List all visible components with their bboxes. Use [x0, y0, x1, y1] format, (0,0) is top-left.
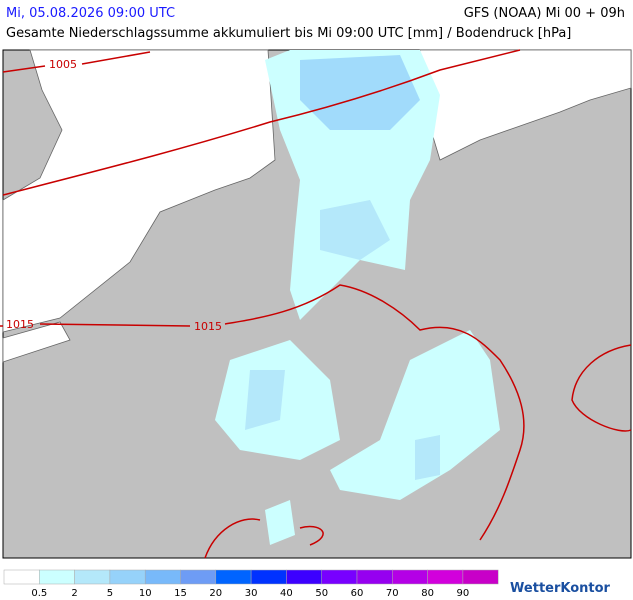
precip-heavy — [300, 55, 420, 130]
precip-west-mid — [245, 370, 285, 430]
legend-label: 15 — [174, 588, 187, 599]
legend-swatch — [39, 569, 75, 585]
model-run: GFS (NOAA) Mi 00 + 09h — [463, 6, 625, 21]
legend-label: 2 — [71, 588, 77, 599]
legend-swatch — [109, 569, 146, 585]
legend-label: 50 — [315, 588, 328, 599]
legend-label: 60 — [351, 588, 364, 599]
precip-east — [330, 330, 500, 500]
isobar-label: 1015 — [194, 320, 222, 333]
isobar — [0, 284, 525, 541]
isobar-label: 1005 — [49, 58, 77, 71]
precip-mid — [320, 200, 390, 260]
legend-label: 90 — [457, 588, 470, 599]
isobar — [571, 344, 632, 432]
legend-label: 40 — [280, 588, 293, 599]
precip-east-mid — [415, 435, 440, 480]
legend-label: 10 — [139, 588, 152, 599]
legend-swatch — [462, 569, 499, 585]
legend-label: 5 — [107, 588, 113, 599]
legend-swatch — [180, 569, 217, 585]
legend-swatch — [392, 569, 428, 585]
legend-swatch — [144, 569, 181, 585]
legend-label: 0.5 — [31, 588, 47, 599]
precip-alps — [265, 500, 295, 545]
legend-swatch — [286, 569, 322, 585]
legend-swatch — [250, 569, 287, 585]
legend-label: 70 — [386, 588, 399, 599]
isobars — [0, 49, 632, 559]
legend-swatch — [215, 569, 252, 585]
logo: WetterKontor — [510, 581, 611, 596]
legend-label: 30 — [245, 588, 258, 599]
isobar — [2, 49, 521, 196]
legend-swatch — [427, 569, 464, 585]
channel — [2, 321, 71, 363]
legend-swatch — [356, 569, 393, 585]
subtitle: Gesamte Niederschlagssumme akkumuliert b… — [6, 26, 572, 41]
legend-swatch — [321, 569, 358, 585]
legend-label: 20 — [209, 588, 222, 599]
isobar — [2, 51, 151, 73]
isobar — [204, 518, 324, 559]
legend-swatch — [74, 569, 111, 585]
legend: 0.5 2 5 10 15 20 30 40 50 60 70 80 90 — [3, 569, 499, 599]
legend-label: 80 — [421, 588, 434, 599]
north-sea — [2, 49, 276, 333]
legend-swatch — [3, 569, 40, 585]
datetime: Mi, 05.08.2026 09:00 UTC — [6, 6, 176, 21]
isobar-label: 1015 — [6, 318, 34, 331]
